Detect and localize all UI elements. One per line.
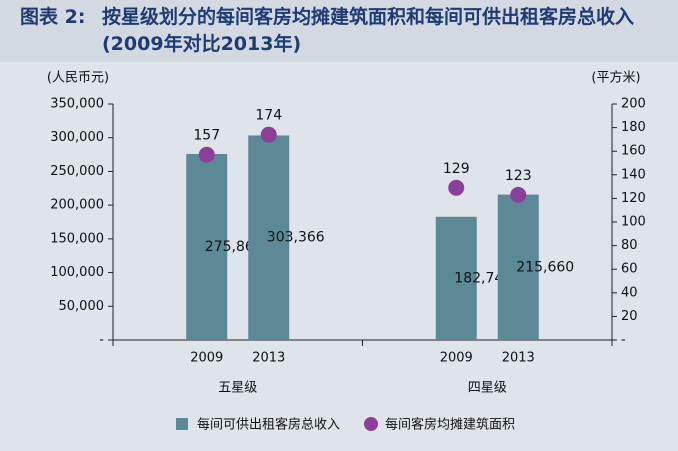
y2-tick-label: 160 bbox=[621, 144, 646, 159]
x-tick-label: 2013 bbox=[502, 351, 535, 366]
y2-tick-label: 40 bbox=[621, 285, 638, 300]
bar bbox=[497, 194, 539, 340]
y2-tick-label: 60 bbox=[621, 262, 638, 277]
x-tick-label: 2013 bbox=[252, 351, 285, 366]
dot bbox=[260, 126, 277, 143]
legend-label: 每间客房均摊建筑面积 bbox=[385, 417, 515, 433]
legend-label: 每间可供出租客房总收入 bbox=[197, 417, 340, 433]
legend-swatch bbox=[176, 418, 188, 430]
y2-tick-label: 200 bbox=[621, 97, 646, 112]
group-label: 五星级 bbox=[218, 381, 257, 396]
y-tick-label: 200,000 bbox=[50, 198, 104, 213]
bar bbox=[186, 153, 228, 340]
y-tick-label: - bbox=[99, 333, 104, 348]
y2-tick-label: 100 bbox=[621, 215, 646, 230]
dot-value-label: 123 bbox=[505, 168, 532, 184]
y2-tick-label: 140 bbox=[621, 167, 646, 182]
title-band: 图表 2: 按星级划分的每间客房均摊建筑面积和每间可供出租客房总收入(2009年… bbox=[0, 0, 678, 62]
y2-tick-label: 120 bbox=[621, 191, 646, 206]
dot bbox=[510, 186, 527, 203]
y-tick-label: 350,000 bbox=[50, 97, 104, 112]
y2-tick-label: 180 bbox=[621, 120, 646, 135]
group-label: 四星级 bbox=[468, 381, 507, 396]
y2-tick-label: 20 bbox=[621, 309, 638, 324]
dot-value-label: 129 bbox=[443, 161, 470, 177]
y-tick-label: 150,000 bbox=[50, 231, 104, 246]
y2-tick-label: - bbox=[621, 333, 626, 348]
dot-value-label: 157 bbox=[193, 128, 220, 144]
y-tick-label: 50,000 bbox=[59, 299, 105, 314]
y-tick-label: 250,000 bbox=[50, 164, 104, 179]
y-axis-title: (人民币元) bbox=[47, 71, 109, 86]
y2-axis-title: (平方米) bbox=[591, 70, 640, 86]
bar-value-label: 303,366 bbox=[267, 230, 325, 246]
x-tick-label: 2009 bbox=[440, 351, 473, 366]
legend-swatch bbox=[364, 417, 379, 431]
dot bbox=[448, 179, 465, 196]
y2-tick-label: 80 bbox=[621, 238, 638, 253]
bar-value-label: 215,660 bbox=[516, 259, 574, 275]
chart-title: 按星级划分的每间客房均摊建筑面积和每间可供出租客房总收入(2009年对比2013… bbox=[102, 6, 635, 55]
chart: (人民币元) (平方米) - 50,000 100,000 150,000 200,00… bbox=[47, 70, 646, 433]
bar bbox=[435, 216, 477, 340]
y-tick-label: 100,000 bbox=[50, 265, 104, 280]
dot-value-label: 174 bbox=[255, 108, 282, 124]
y-tick-label: 300,000 bbox=[50, 130, 104, 145]
x-tick-label: 2009 bbox=[190, 351, 223, 366]
bar-value-label: 182,748 bbox=[454, 270, 512, 286]
title-label: 图表 2: bbox=[20, 6, 86, 28]
bar bbox=[248, 135, 290, 340]
dot bbox=[198, 146, 215, 163]
